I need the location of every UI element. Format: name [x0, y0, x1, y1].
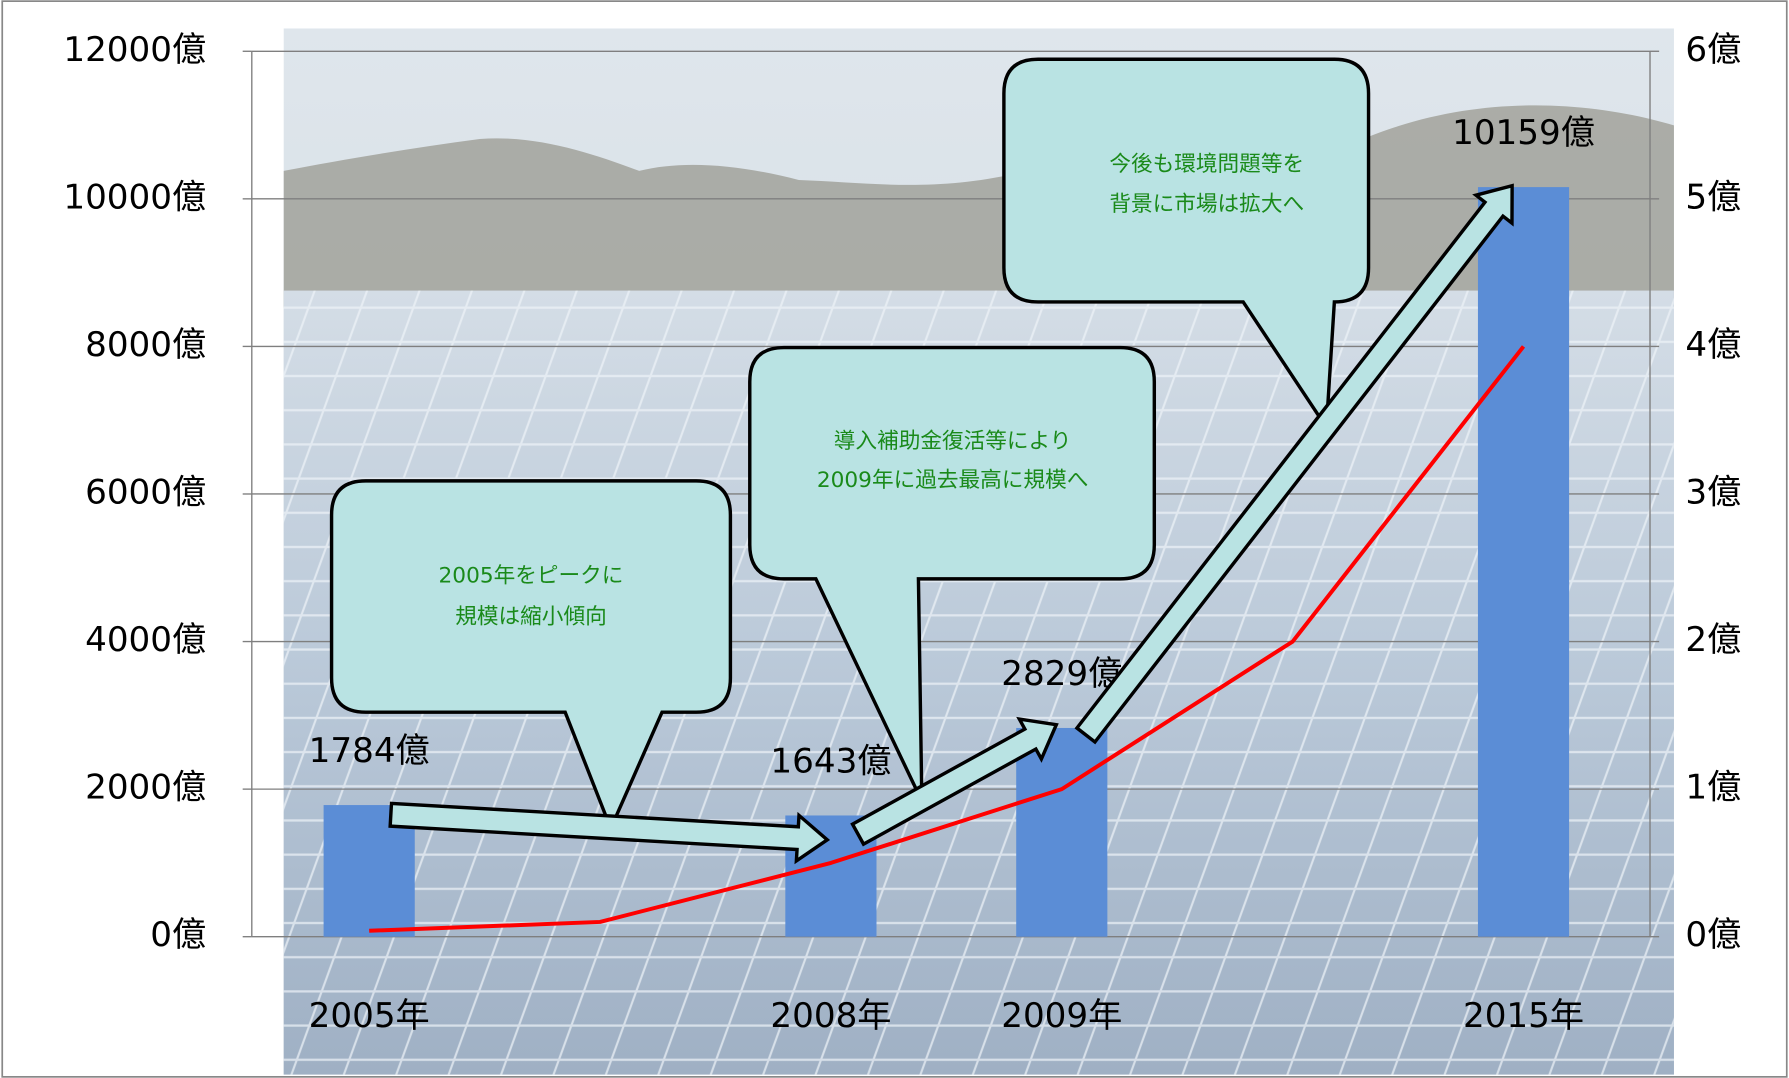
arrow	[388, 801, 831, 865]
y2-tick-label: 0億	[1685, 915, 1741, 955]
y2-tick-label: 1億	[1685, 768, 1741, 808]
callout-text: 今後も環境問題等を	[1109, 152, 1304, 177]
callout-text: 規模は縮小傾向	[455, 605, 606, 630]
y-tick-label: 8000億	[85, 325, 206, 365]
callout-text: 背景に市場は拡大へ	[1109, 192, 1304, 217]
y-tick-label: 12000億	[63, 30, 206, 70]
y-tick-label: 6000億	[85, 472, 206, 512]
bar	[1477, 187, 1570, 937]
value-label: 2829億	[1001, 654, 1122, 694]
bar	[1016, 727, 1108, 937]
arrows	[388, 183, 1514, 865]
y2-tick-label: 5億	[1685, 177, 1741, 217]
value-label: 10159億	[1452, 113, 1595, 153]
x-tick-label: 2009年	[1001, 996, 1122, 1036]
y-tick-label: 10000億	[63, 177, 206, 217]
callouts: 2005年をピークに 規模は縮小傾向 導入補助金復活等により 2009年に過去最…	[329, 57, 1371, 833]
marks: 1784億 1643億 2829億 10159億	[309, 113, 1595, 937]
x-tick-label: 2008年	[770, 996, 891, 1036]
x-tick-label: 2015年	[1463, 996, 1584, 1036]
y2-tick-label: 4億	[1685, 325, 1741, 365]
axes: 0億 2000億 4000億 6000億 8000億 10000億 12000億 0億 1億 2億…	[63, 30, 1741, 1036]
callout-text: 導入補助金復活等により	[834, 429, 1072, 454]
y-tick-label: 4000億	[85, 620, 206, 660]
x-tick-label: 2005年	[309, 996, 430, 1036]
y-tick-label: 0億	[150, 915, 206, 955]
line	[369, 345, 1526, 933]
value-label: 1784億	[309, 731, 430, 771]
y2-tick-label: 3億	[1685, 472, 1741, 512]
value-label: 1643億	[770, 742, 891, 782]
y-tick-label: 2000億	[85, 768, 206, 808]
y2-tick-label: 2億	[1685, 620, 1741, 660]
callout	[329, 479, 733, 833]
arrow	[1074, 183, 1514, 745]
y2-tick-label: 6億	[1685, 30, 1741, 70]
callout	[748, 345, 1157, 802]
callout-text: 2005年をピークに	[439, 564, 624, 589]
arrow	[850, 716, 1059, 847]
callout-text: 2009年に過去最高に規模へ	[817, 468, 1088, 493]
